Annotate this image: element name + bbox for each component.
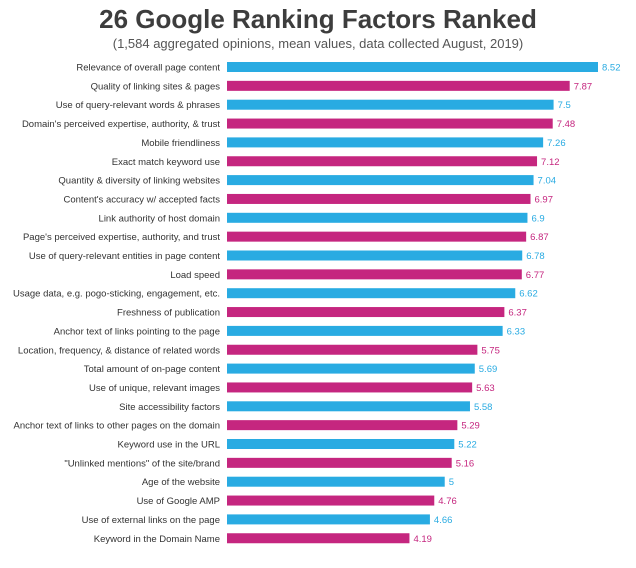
category-label: Exact match keyword use [112,157,220,168]
value-label: 6.78 [526,251,545,262]
value-label: 5.75 [481,345,500,356]
bar [227,457,452,468]
value-label: 6.33 [507,326,526,337]
bar [227,344,478,355]
value-label: 6.62 [519,289,538,300]
category-label: Anchor text of links pointing to the pag… [54,326,220,337]
value-label: 4.66 [434,515,453,526]
category-label: Anchor text of links to other pages on t… [14,421,221,432]
value-label: 5 [449,477,454,488]
value-label: 7.04 [538,176,557,187]
bar [227,420,458,431]
bar [227,212,528,223]
category-label: Load speed [170,270,220,281]
value-label: 5.22 [458,440,477,451]
category-label: Quantity & diversity of linking websites [58,176,220,187]
bar [227,231,527,242]
category-label: Page's perceived expertise, authority, a… [23,232,220,243]
bar [227,156,538,167]
category-label: Total amount of on-page content [84,364,221,375]
bar [227,307,505,318]
chart-title: 26 Google Ranking Factors Ranked [99,4,537,34]
value-label: 6.87 [530,232,549,243]
value-label: 5.63 [476,383,495,394]
bar [227,382,473,393]
bar [227,476,445,487]
category-label: Mobile friendliness [141,138,220,149]
value-label: 5.16 [456,458,475,469]
category-label: Keyword in the Domain Name [94,534,220,545]
bar [227,80,570,91]
category-label: Content's accuracy w/ accepted facts [63,194,220,205]
bar [227,363,475,374]
bar [227,175,534,186]
value-label: 7.26 [547,138,566,149]
value-label: 7.12 [541,157,560,168]
category-label: Use of external links on the page [82,515,220,526]
chart-subtitle: (1,584 aggregated opinions, mean values,… [112,36,524,51]
category-label: "Unlinked mentions" of the site/brand [64,458,220,469]
value-label: 5.58 [474,402,493,413]
bars-layer: Relevance of overall page content 8.52 Qua… [13,62,621,545]
category-label: Use of query-relevant words & phrases [56,100,220,111]
value-label: 6.9 [531,213,544,224]
bar [227,495,435,506]
value-label: 4.76 [438,496,457,507]
value-label: 6.37 [508,308,527,319]
bar [227,99,554,110]
value-label: 5.29 [461,421,480,432]
bar [227,118,553,129]
value-label: 7.87 [574,81,593,92]
category-label: Domain's perceived expertise, authority,… [22,119,220,130]
value-label: 4.19 [413,534,432,545]
bar [227,514,430,525]
bar [227,288,516,299]
bar [227,325,503,336]
category-label: Relevance of overall page content [76,63,220,74]
category-label: Age of the website [142,477,220,488]
category-label: Use of Google AMP [137,496,220,507]
category-label: Use of query-relevant entities in page c… [29,251,221,262]
category-label: Freshness of publication [117,308,220,319]
value-label: 6.77 [526,270,545,281]
bar [227,439,455,449]
value-label: 8.52 [602,63,621,74]
bar [227,62,598,72]
bar [227,137,544,148]
value-label: 6.97 [535,194,554,205]
category-label: Site accessibility factors [119,402,220,413]
value-label: 7.5 [558,100,571,111]
category-label: Link authority of host domain [99,213,220,224]
bar [227,250,523,261]
value-label: 5.69 [479,364,498,375]
category-label: Usage data, e.g. pogo-sticking, engageme… [13,289,220,300]
category-label: Use of unique, relevant images [89,383,220,394]
category-label: Location, frequency, & distance of relat… [18,345,220,356]
bar [227,269,522,280]
value-label: 7.48 [557,119,576,130]
bar [227,401,470,412]
bar [227,533,410,544]
category-label: Quality of linking sites & pages [91,81,221,92]
bar [227,193,531,204]
category-label: Keyword use in the URL [118,440,220,451]
